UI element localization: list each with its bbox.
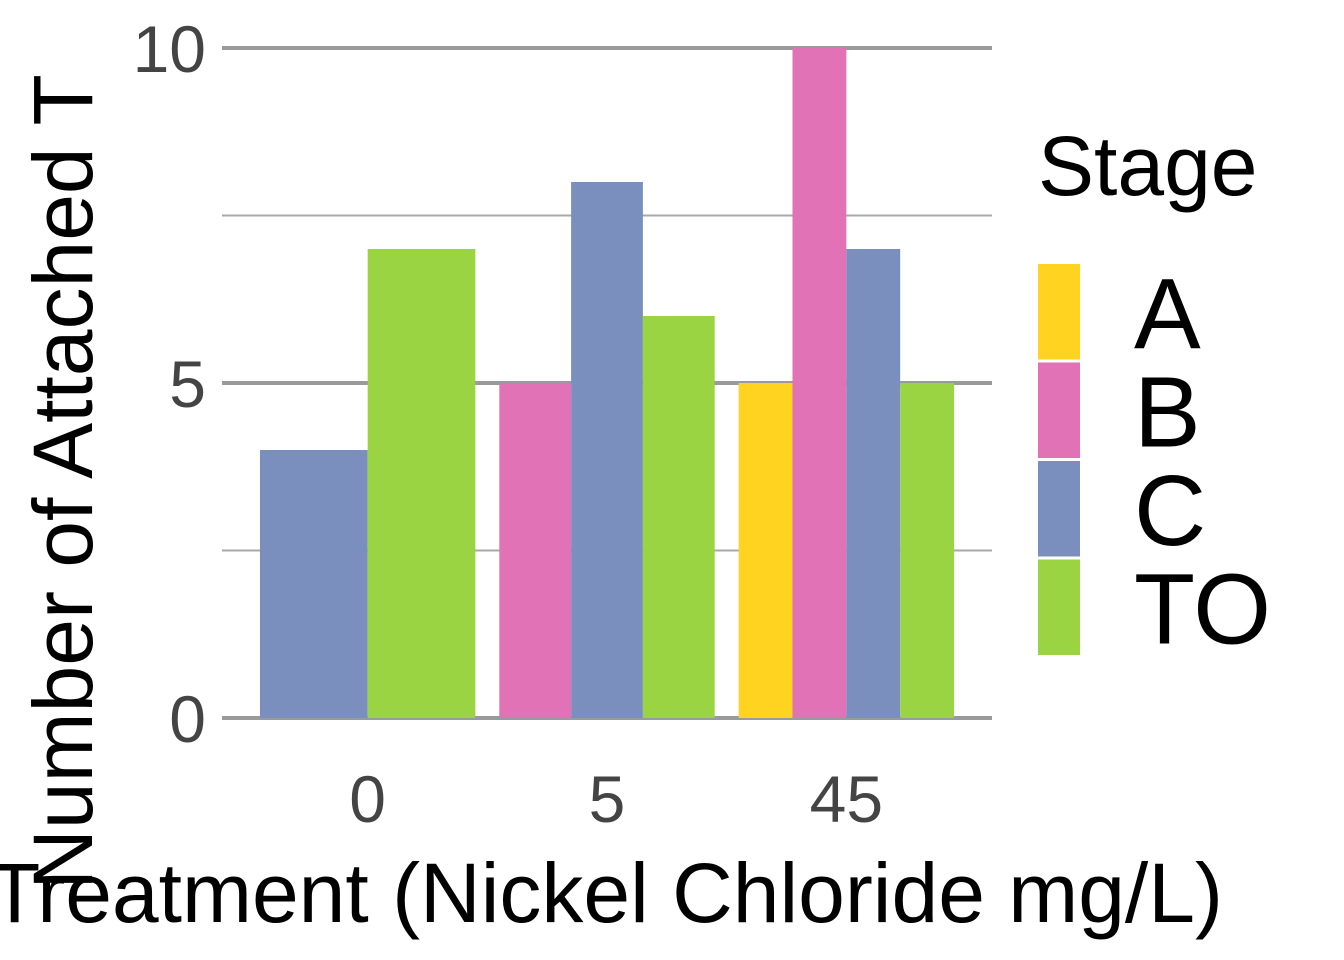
- legend-label-b: B: [1134, 357, 1201, 469]
- legend-key-a: [1038, 264, 1080, 360]
- y-tick-labels: 0 5 10: [133, 12, 206, 756]
- legend-key-b: [1038, 362, 1080, 458]
- bar-to-0: [367, 249, 476, 718]
- x-tick-label: 45: [810, 762, 883, 836]
- x-tick-labels: 0 5 45: [349, 762, 883, 836]
- bar-a-45: [738, 383, 793, 718]
- bar-to-45: [900, 383, 955, 718]
- y-tick-label: 10: [133, 12, 206, 86]
- legend-label-a: A: [1134, 258, 1201, 370]
- legend-title: Stage: [1038, 119, 1258, 213]
- x-axis-title: Treatment (Nickel Chloride mg/L): [0, 846, 1223, 940]
- y-tick-label: 5: [169, 347, 206, 421]
- bar-b-45: [792, 48, 847, 718]
- legend-key-c: [1038, 461, 1080, 557]
- bar-c-45: [846, 249, 901, 718]
- bar-c-0: [259, 450, 368, 718]
- x-tick-label: 5: [589, 762, 626, 836]
- x-tick-label: 0: [349, 762, 386, 836]
- legend-label-to: TO: [1134, 554, 1271, 666]
- y-tick-label: 0: [169, 682, 206, 756]
- y-axis-title: Number of Attached T: [16, 74, 110, 890]
- legend-label-c: C: [1134, 455, 1206, 567]
- bars: [259, 48, 955, 718]
- bar-c-5: [571, 182, 643, 718]
- legend-key-to: [1038, 559, 1080, 655]
- bar-b-5: [499, 383, 572, 718]
- bar-to-5: [642, 316, 715, 718]
